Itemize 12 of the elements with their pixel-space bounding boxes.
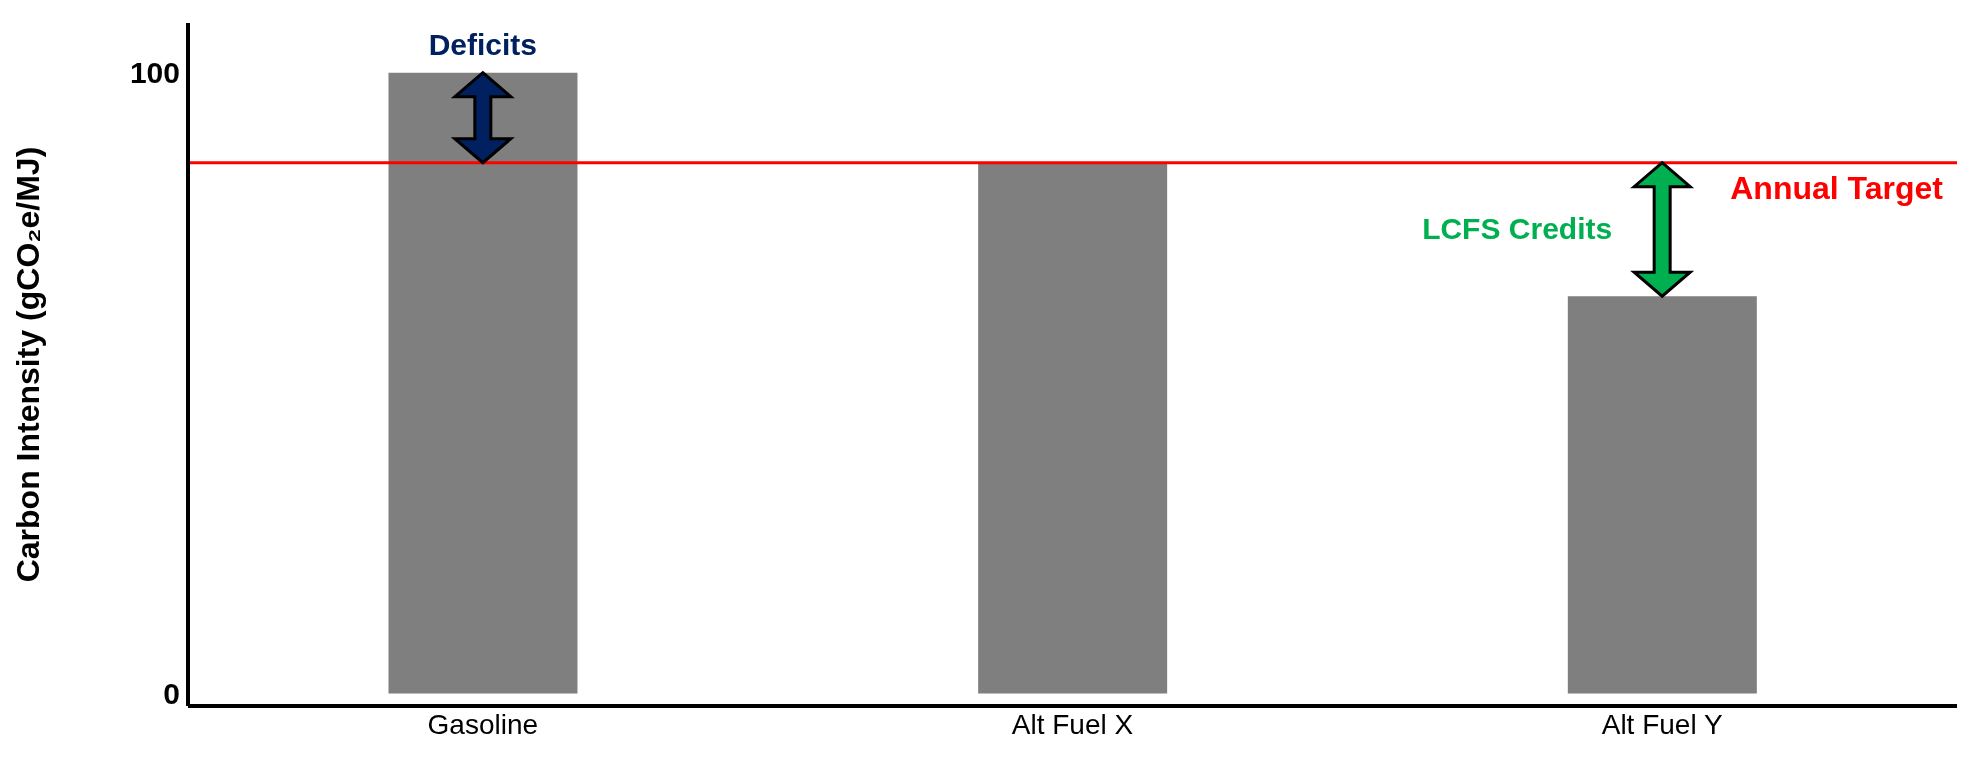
annotation: LCFS Credits xyxy=(1422,212,1613,246)
bar xyxy=(388,72,578,694)
x-tick-label: Alt Fuel Y xyxy=(1601,708,1723,740)
y-tick-label: 100 xyxy=(129,56,180,90)
annotation: Deficits xyxy=(428,27,538,61)
bar xyxy=(1567,296,1757,694)
y-axis-title: Carbon Intensity (gCO₂e/MJ) xyxy=(10,146,47,583)
y-tick-label: 0 xyxy=(163,677,180,711)
x-tick-label: Gasoline xyxy=(427,708,539,740)
bar xyxy=(978,162,1168,694)
ref-line-label: Annual Target xyxy=(1730,170,1944,207)
x-tick-label: Alt Fuel X xyxy=(1011,708,1134,740)
